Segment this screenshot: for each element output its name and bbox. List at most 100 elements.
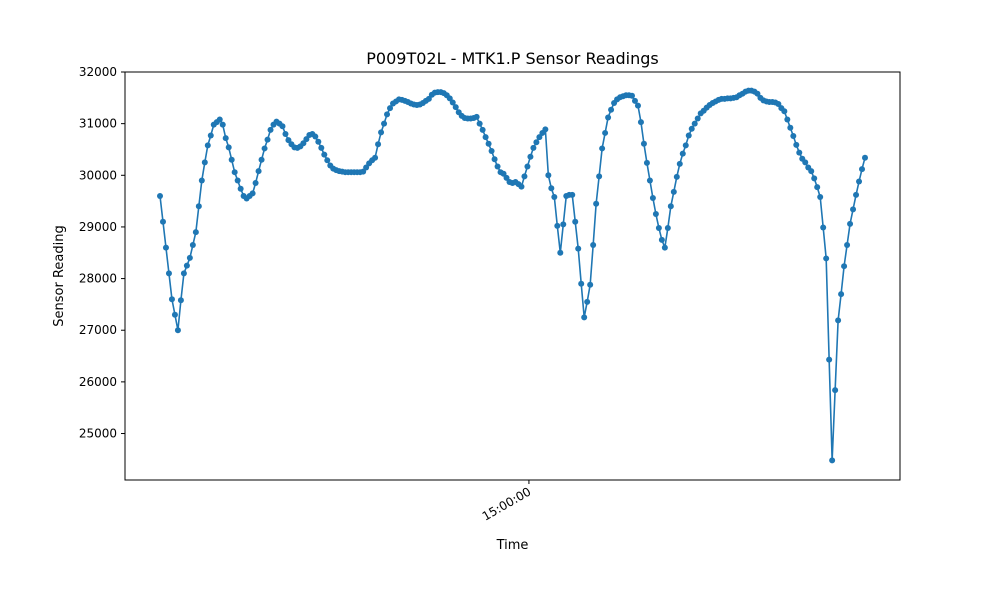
data-point (482, 134, 489, 141)
data-point (790, 133, 797, 140)
data-point (608, 106, 615, 113)
y-axis-title: Sensor Reading (52, 225, 67, 326)
data-point (488, 148, 495, 155)
data-point (643, 159, 650, 166)
data-point (850, 206, 857, 213)
data-point (652, 211, 659, 218)
data-point (186, 254, 193, 261)
data-point (560, 221, 567, 228)
data-point (171, 311, 178, 318)
data-point (252, 180, 259, 187)
y-tick-label: 25000 (79, 427, 117, 441)
data-point (258, 156, 265, 163)
data-point (841, 263, 848, 270)
plot-area-frame (124, 71, 901, 481)
data-point (485, 140, 492, 147)
data-point (285, 137, 292, 144)
data-point (264, 136, 271, 143)
data-point (628, 92, 635, 99)
data-point (688, 125, 695, 132)
data-point (569, 191, 576, 198)
data-point (491, 156, 498, 163)
data-point (157, 192, 163, 199)
data-point (545, 172, 552, 179)
data-point (655, 224, 662, 231)
data-point (754, 90, 761, 97)
data-point (527, 153, 534, 160)
data-point (572, 218, 579, 225)
data-point (796, 149, 803, 156)
data-point (853, 191, 860, 198)
data-point (847, 220, 854, 227)
data-point (249, 190, 256, 197)
data-point (165, 270, 172, 277)
data-point (183, 262, 190, 269)
data-point (676, 160, 683, 167)
data-point (682, 142, 689, 149)
data-point (554, 222, 561, 229)
data-point (452, 104, 459, 111)
data-point (862, 154, 868, 161)
data-point (446, 95, 453, 102)
data-point (494, 163, 501, 170)
y-tick-label: 31000 (79, 117, 117, 131)
data-point (787, 124, 794, 131)
data-point (533, 139, 540, 146)
data-point (207, 132, 214, 139)
data-point (282, 130, 289, 137)
data-point (222, 135, 229, 142)
data-point (667, 203, 674, 210)
data-point (261, 145, 268, 152)
data-point (814, 184, 821, 191)
data-point (581, 314, 588, 321)
data-point (204, 142, 211, 149)
y-tick-label: 30000 (79, 168, 117, 182)
data-point (225, 144, 232, 151)
data-point (781, 108, 788, 115)
data-point (856, 178, 863, 185)
data-point (267, 126, 274, 133)
data-point (661, 244, 668, 251)
y-tick-label: 27000 (79, 323, 117, 337)
data-point (664, 224, 671, 231)
data-point (793, 141, 800, 148)
data-point (691, 120, 698, 127)
data-point (784, 116, 791, 123)
data-point (808, 168, 815, 175)
data-point (228, 156, 235, 163)
data-point (479, 126, 486, 133)
data-point (602, 129, 609, 136)
data-point (811, 175, 818, 182)
data-point (823, 255, 830, 262)
data-point (192, 229, 199, 236)
data-point (384, 111, 391, 118)
data-point (820, 224, 827, 231)
data-point (575, 245, 582, 252)
y-tick-label: 28000 (79, 272, 117, 286)
data-point (318, 144, 325, 151)
data-point (168, 296, 175, 303)
data-point (473, 113, 480, 120)
data-point (605, 114, 612, 121)
data-point (646, 177, 653, 184)
data-point (542, 126, 549, 133)
data-point (694, 115, 701, 122)
data-point (835, 317, 842, 324)
data-point (381, 120, 388, 127)
data-point (300, 140, 307, 147)
data-point (237, 185, 244, 192)
data-point (198, 177, 205, 184)
data-point (312, 133, 319, 140)
data-point (802, 159, 809, 166)
data-point (425, 95, 432, 102)
data-point (324, 157, 331, 164)
data-point (201, 159, 208, 166)
data-point (551, 193, 558, 200)
data-point (255, 168, 262, 175)
series-layer (157, 87, 868, 464)
data-point (530, 144, 537, 151)
data-point (503, 174, 510, 181)
data-point (315, 138, 322, 145)
